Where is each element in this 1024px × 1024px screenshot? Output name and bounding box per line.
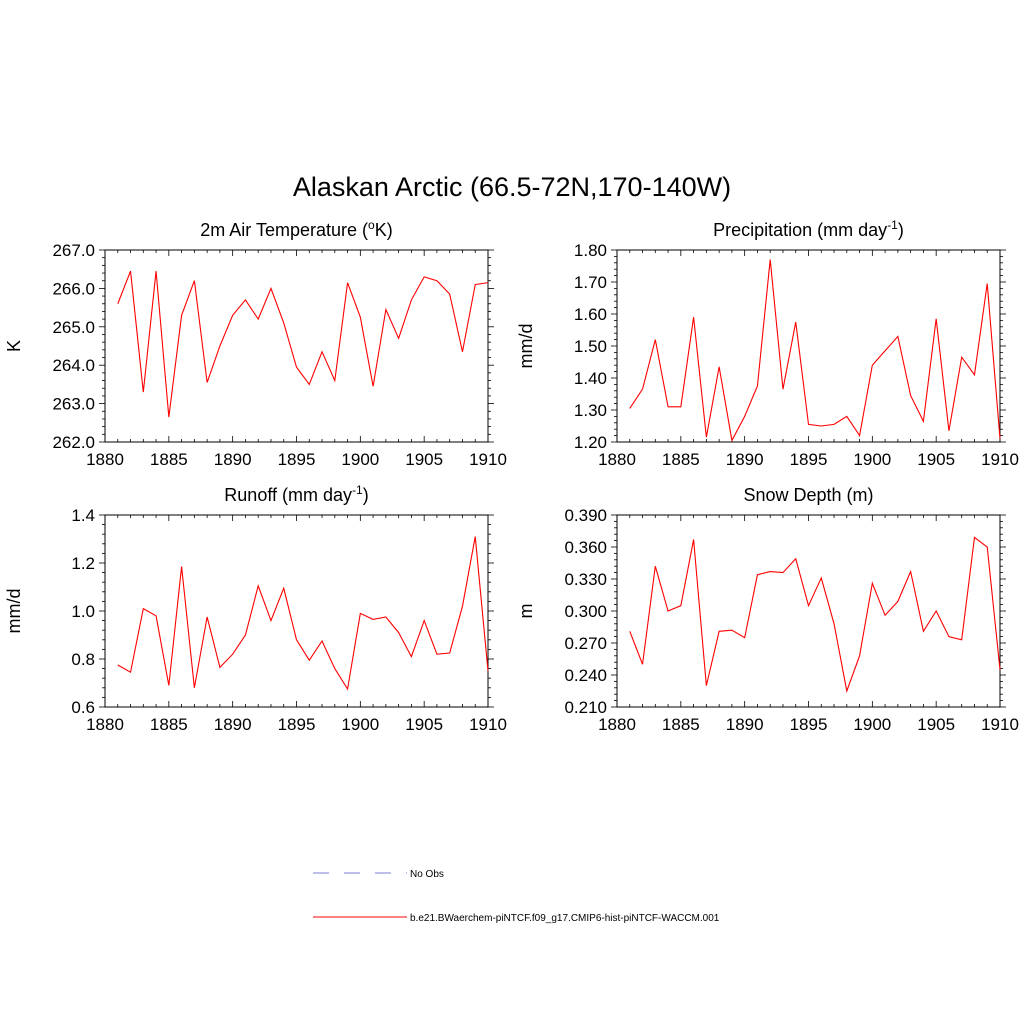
legend-model-label: b.e21.BWaerchem-piNTCF.f09_g17.CMIP6-his… xyxy=(410,913,720,924)
x-tick-label: 1910 xyxy=(981,450,1019,469)
panel-title: Runoff (mm day-1) xyxy=(224,483,368,505)
y-tick-label: 0.8 xyxy=(71,650,95,669)
y-tick-label: 1.2 xyxy=(71,554,95,573)
x-tick-label: 1880 xyxy=(598,715,636,734)
y-axis-label: mm/d xyxy=(4,589,24,634)
figure-title: Alaskan Arctic (66.5-72N,170-140W) xyxy=(293,172,731,202)
x-tick-label: 1885 xyxy=(150,715,188,734)
x-tick-label: 1890 xyxy=(726,715,764,734)
x-tick-label: 1900 xyxy=(341,715,379,734)
x-tick-label: 1890 xyxy=(726,450,764,469)
x-tick-label: 1880 xyxy=(86,450,124,469)
x-tick-label: 1900 xyxy=(853,450,891,469)
x-tick-label: 1885 xyxy=(150,450,188,469)
plot-frame-precipitation xyxy=(616,249,1001,443)
y-tick-label: 267.0 xyxy=(52,241,95,260)
y-tick-label: 1.4 xyxy=(71,506,95,525)
y-tick-label: 1.30 xyxy=(574,401,607,420)
x-tick-label: 1880 xyxy=(598,450,636,469)
panel-runoff: 1880 1885 1890 1895 1900 1905 1910 0.6 0.8 1.0 1.2… xyxy=(4,483,507,734)
x-tick-label: 1905 xyxy=(405,715,443,734)
x-tick-label: 1895 xyxy=(278,715,316,734)
x-tick-label: 1895 xyxy=(790,715,828,734)
x-tick-label: 1905 xyxy=(917,715,955,734)
x-tick-label: 1895 xyxy=(278,450,316,469)
legend: No Obs b.e21.BWaerchem-piNTCF.f09_g17.CM… xyxy=(313,869,720,924)
x-tick-label: 1880 xyxy=(86,715,124,734)
panels-group: 1880 1885 1890 1895 1900 1905 1910 262.0 263.0 26… xyxy=(4,218,1019,734)
y-tick-label: 0.270 xyxy=(564,634,607,653)
y-tick-label: 0.330 xyxy=(564,570,607,589)
x-tick-label: 1885 xyxy=(662,715,700,734)
y-tick-label: 1.60 xyxy=(574,305,607,324)
legend-no-obs-label: No Obs xyxy=(410,869,444,880)
x-tick-label: 1900 xyxy=(341,450,379,469)
x-tick-label: 1910 xyxy=(981,715,1019,734)
x-tick-label: 1890 xyxy=(214,715,252,734)
x-tick-label: 1890 xyxy=(214,450,252,469)
series-line-snow-depth xyxy=(629,536,1001,694)
y-tick-label: 1.20 xyxy=(574,433,607,452)
x-tick-label: 1900 xyxy=(853,715,891,734)
x-tick-label: 1905 xyxy=(405,450,443,469)
x-tick-label: 1910 xyxy=(469,715,507,734)
y-tick-label: 0.6 xyxy=(71,698,95,717)
y-tick-label: 0.390 xyxy=(564,506,607,525)
y-tick-label: 1.50 xyxy=(574,337,607,356)
y-tick-label: 265.0 xyxy=(52,318,95,337)
x-tick-label: 1885 xyxy=(662,450,700,469)
y-tick-label: 1.80 xyxy=(574,241,607,260)
y-tick-label: 263.0 xyxy=(52,395,95,414)
panel-snow-depth: 1880 1885 1890 1895 1900 1905 1910 0.210 0.240 0.… xyxy=(516,485,1019,734)
y-tick-label: 1.70 xyxy=(574,273,607,292)
x-tick-label: 1895 xyxy=(790,450,828,469)
panel-title: Snow Depth (m) xyxy=(743,485,873,505)
panel-precipitation: 1880 1885 1890 1895 1900 1905 1910 1.20 1.30 1.40… xyxy=(516,218,1019,469)
y-tick-label: 266.0 xyxy=(52,279,95,298)
x-tick-label: 1910 xyxy=(469,450,507,469)
y-tick-label: 1.40 xyxy=(574,369,607,388)
series-line-runoff xyxy=(117,536,489,691)
panel-title: Precipitation (mm day-1) xyxy=(713,218,904,240)
y-tick-label: 0.240 xyxy=(564,666,607,685)
y-tick-label: 264.0 xyxy=(52,356,95,375)
series-line-precipitation xyxy=(629,259,1001,443)
y-tick-label: 262.0 xyxy=(52,433,95,452)
panel-temperature: 1880 1885 1890 1895 1900 1905 1910 262.0 263.0 26… xyxy=(4,218,507,469)
plot-frame-snow-depth xyxy=(616,514,1001,708)
y-axis-label: m xyxy=(516,604,536,619)
y-tick-label: 1.0 xyxy=(71,602,95,621)
y-tick-label: 0.360 xyxy=(564,538,607,557)
x-tick-label: 1905 xyxy=(917,450,955,469)
y-axis-label: K xyxy=(4,340,24,352)
panel-title: 2m Air Temperature (oK) xyxy=(200,218,392,240)
y-tick-label: 0.210 xyxy=(564,698,607,717)
y-tick-label: 0.300 xyxy=(564,602,607,621)
series-line-temperature xyxy=(117,270,489,418)
plot-frame-runoff xyxy=(104,514,489,708)
y-axis-label: mm/d xyxy=(516,324,536,369)
